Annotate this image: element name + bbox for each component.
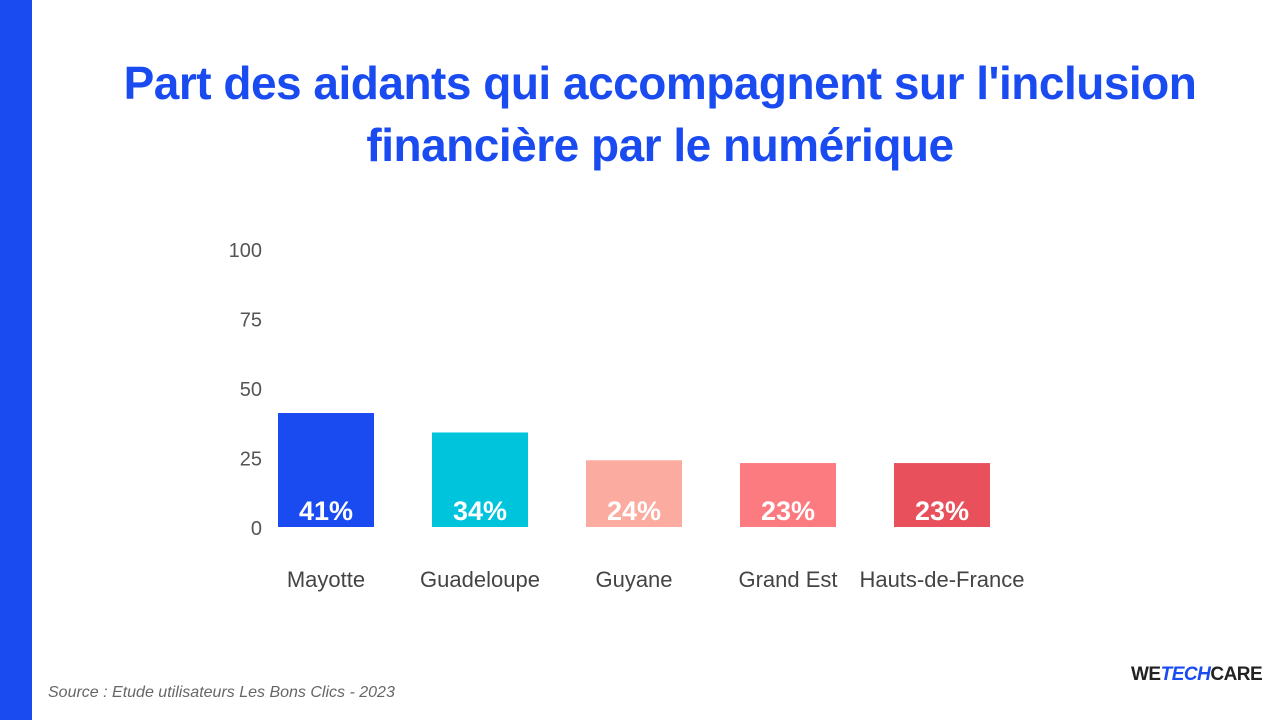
y-tick-label: 0 [251, 518, 262, 540]
data-label: 41% [299, 496, 353, 526]
x-tick-label: Grand Est [738, 567, 837, 592]
x-tick-label: Mayotte [287, 567, 365, 592]
bar-guyane [586, 460, 682, 527]
wetechcare-logo: WETECHCARE [1131, 664, 1263, 685]
bar-hauts-de-france [894, 463, 990, 527]
bar-guadeloupe [432, 432, 528, 527]
y-tick-label: 75 [240, 310, 262, 332]
data-label: 34% [453, 496, 507, 526]
bar-mayotte [278, 413, 374, 527]
bar-grand-est [740, 463, 836, 527]
data-label: 23% [915, 496, 969, 526]
x-tick-label: Guadeloupe [420, 567, 540, 592]
chart-title: Part des aidants qui accompagnent sur l'… [123, 57, 1197, 171]
left-accent-stripe [0, 0, 32, 720]
data-label: 24% [607, 496, 661, 526]
x-tick-label: Guyane [595, 567, 672, 592]
data-label: 23% [761, 496, 815, 526]
y-tick-label: 50 [240, 379, 262, 401]
x-tick-label: Hauts-de-France [859, 567, 1024, 592]
source-note: Source : Etude utilisateurs Les Bons Cli… [48, 684, 395, 701]
y-tick-label: 25 [240, 449, 262, 471]
y-tick-label: 100 [229, 240, 262, 262]
